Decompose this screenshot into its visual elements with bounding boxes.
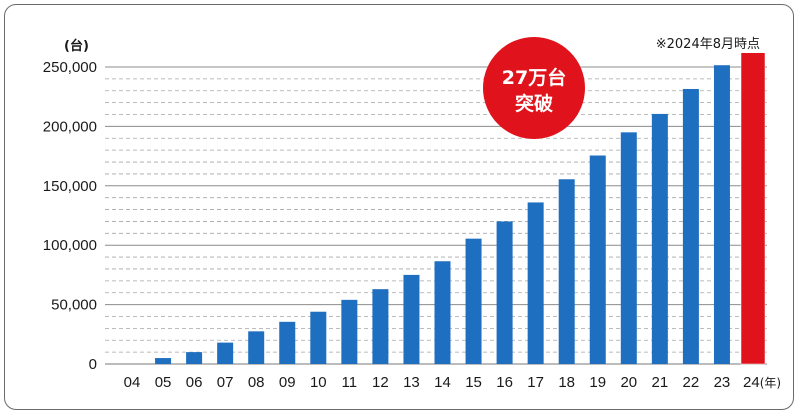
x-tick-label: 09 [279,374,296,391]
badge-line1: 27万台 [502,66,566,89]
bar-08 [248,331,265,364]
x-tick-label: 22 [683,374,700,391]
x-tick-label: 13 [403,374,420,391]
bar-11 [341,299,358,364]
bar-05 [155,358,172,364]
bar-16 [496,221,513,364]
x-tick-label: 21 [652,374,669,391]
bar-10 [310,311,327,364]
y-tick-label: 150,000 [43,178,97,195]
badge-circle [483,37,585,139]
bar-18 [558,179,575,364]
y-tick-label: 0 [89,356,97,373]
date-annotation: ※2024年8月時点 [656,37,760,52]
bar-14 [434,261,451,364]
x-tick-labels: 04 05 06 07 08 09 10 11 12 13 14 15 16 17 18 19 20 21 22 23… [124,374,781,391]
x-tick-label: 11 [342,374,358,391]
x-tick-label: 18 [558,374,575,391]
bar-13 [403,274,420,364]
x-tick-label: 10 [310,374,327,391]
bar-24 [740,52,766,365]
x-tick-label: 05 [155,374,172,391]
x-tick-label: 23 [714,374,731,391]
x-tick-label: 04 [124,374,141,391]
bar-19 [589,155,606,364]
x-tick-label: 19 [589,374,606,391]
bar-12 [372,289,389,364]
x-tick-label: 08 [248,374,265,391]
x-tick-label: 15 [465,374,482,391]
bar-20 [620,132,637,364]
bar-17 [527,202,544,364]
y-unit-label: (台) [64,38,89,54]
bar-23 [713,65,730,364]
bar-15 [465,238,482,364]
x-tick-label: 16 [496,374,513,391]
x-tick-label: 24(年) [743,374,781,391]
bar-09 [279,321,296,364]
x-tick-label: 20 [620,374,637,391]
x-tick-label: 12 [372,374,389,391]
y-tick-label: 50,000 [51,297,97,314]
bar-06 [186,352,203,364]
y-tick-label: 250,000 [43,59,97,76]
y-tick-label: 200,000 [43,118,97,135]
bar-22 [682,88,699,364]
x-tick-label: 14 [434,374,451,391]
bars [155,52,766,365]
bar-21 [651,113,668,365]
x-tick-label: 07 [217,374,234,391]
x-unit-label: (年) [760,376,781,390]
milestone-badge: 27万台 突破 [483,37,585,139]
x-tick-label: 17 [527,374,544,391]
y-tick-label: 100,000 [43,237,97,254]
badge-line2: 突破 [515,92,553,115]
bar-07 [217,342,234,364]
y-tick-labels: 0 50,000 100,000 150,000 200,000 250,000 [43,59,97,373]
x-tick-label: 06 [186,374,203,391]
